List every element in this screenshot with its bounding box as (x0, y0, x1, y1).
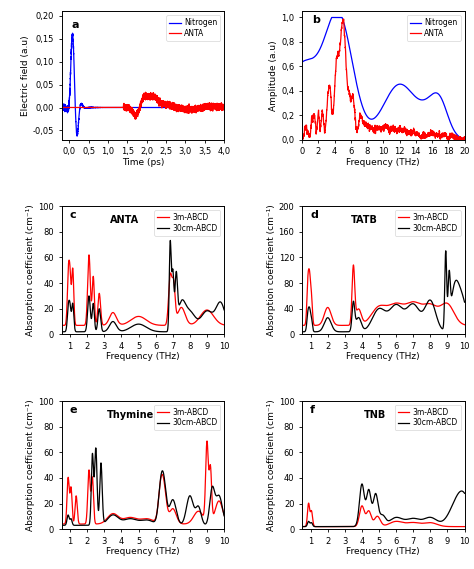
X-axis label: Frequency (THz): Frequency (THz) (346, 352, 420, 361)
Legend: 3m-ABCD, 30cm-ABCD: 3m-ABCD, 30cm-ABCD (395, 210, 461, 236)
Text: TNB: TNB (364, 410, 386, 420)
X-axis label: Frequency (THz): Frequency (THz) (346, 547, 420, 556)
Text: d: d (310, 210, 318, 220)
Text: ANTA: ANTA (110, 215, 139, 225)
X-axis label: Frequency (THz): Frequency (THz) (346, 158, 420, 167)
Text: b: b (312, 15, 319, 25)
Legend: Nitrogen, ANTA: Nitrogen, ANTA (166, 15, 220, 41)
Y-axis label: Absorption coefficient (cm⁻¹): Absorption coefficient (cm⁻¹) (267, 399, 276, 531)
Y-axis label: Amplitude (a.u): Amplitude (a.u) (269, 40, 278, 111)
Text: c: c (70, 210, 76, 220)
Legend: 3m-ABCD, 30cm-ABCD: 3m-ABCD, 30cm-ABCD (395, 405, 461, 431)
X-axis label: Frequency (THz): Frequency (THz) (106, 352, 180, 361)
Y-axis label: Absorption coefficient (cm⁻¹): Absorption coefficient (cm⁻¹) (27, 399, 36, 531)
Y-axis label: Electric field (a.u): Electric field (a.u) (21, 35, 30, 116)
Text: e: e (70, 405, 77, 415)
X-axis label: Frequency (THz): Frequency (THz) (106, 547, 180, 556)
Y-axis label: Absorption coefficient (cm⁻¹): Absorption coefficient (cm⁻¹) (267, 204, 276, 336)
Text: Thymine: Thymine (107, 410, 155, 420)
Y-axis label: Absorption coefficient (cm⁻¹): Absorption coefficient (cm⁻¹) (27, 204, 36, 336)
Legend: 3m-ABCD, 30cm-ABCD: 3m-ABCD, 30cm-ABCD (155, 210, 220, 236)
Legend: Nitrogen, ANTA: Nitrogen, ANTA (407, 15, 461, 41)
Text: a: a (72, 20, 79, 30)
Text: TATB: TATB (351, 215, 378, 225)
X-axis label: Time (ps): Time (ps) (122, 158, 164, 167)
Text: f: f (310, 405, 315, 415)
Legend: 3m-ABCD, 30cm-ABCD: 3m-ABCD, 30cm-ABCD (155, 405, 220, 431)
